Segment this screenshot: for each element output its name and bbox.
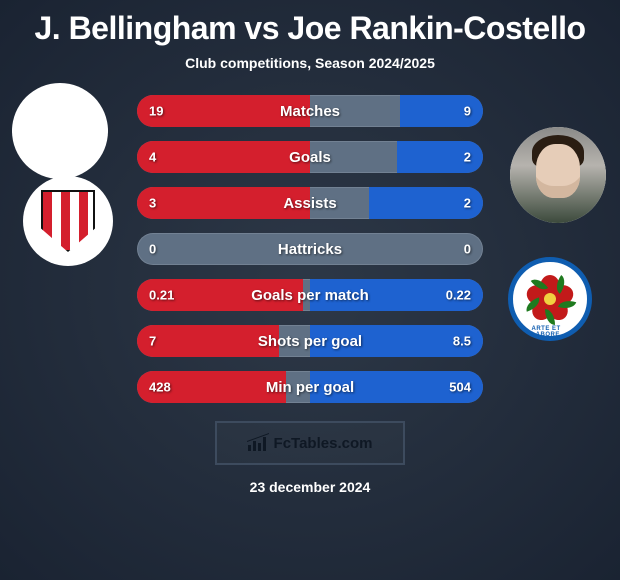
stat-label: Shots per goal [258, 333, 362, 350]
player-left-photo [12, 83, 108, 179]
stat-label: Min per goal [266, 379, 354, 396]
stat-row: 0.21 0.22 Goals per match [137, 279, 483, 311]
stat-value-right: 0 [464, 242, 471, 257]
stat-row: 428 504 Min per goal [137, 371, 483, 403]
page-title: J. Bellingham vs Joe Rankin-Costello [0, 0, 620, 47]
brand-badge[interactable]: FcTables.com [215, 421, 405, 465]
brand-text: FcTables.com [274, 435, 373, 452]
stat-row: 4 2 Goals [137, 141, 483, 173]
stat-value-left: 19 [149, 104, 163, 119]
stat-label: Hattricks [278, 241, 342, 258]
stat-value-right: 0.22 [446, 288, 471, 303]
stat-row: 3 2 Assists [137, 187, 483, 219]
stat-value-left: 3 [149, 196, 156, 211]
blackburn-crest-icon: ARTE ET LABORE [508, 257, 592, 341]
snapshot-date: 23 december 2024 [0, 479, 620, 495]
stat-row: 0 0 Hattricks [137, 233, 483, 265]
stat-label: Goals [289, 149, 331, 166]
stats-table: 19 9 Matches 4 2 Goals 3 2 Assists 0 0 Hattricks 0.2… [137, 95, 483, 403]
stat-value-right: 9 [464, 104, 471, 119]
stat-value-right: 2 [464, 150, 471, 165]
stat-row: 7 8.5 Shots per goal [137, 325, 483, 357]
sunderland-crest-icon [23, 176, 113, 266]
stat-value-right: 504 [449, 380, 471, 395]
stat-value-left: 0 [149, 242, 156, 257]
stat-bar-left [137, 141, 310, 173]
stat-label: Goals per match [251, 287, 369, 304]
club-right-crest: ARTE ET LABORE [502, 251, 598, 347]
stat-value-left: 428 [149, 380, 171, 395]
stat-value-right: 2 [464, 196, 471, 211]
stat-value-left: 4 [149, 150, 156, 165]
stat-value-right: 8.5 [453, 334, 471, 349]
comparison-panel: ARTE ET LABORE 19 9 Matches 4 2 Goals 3 2 Assist… [0, 95, 620, 495]
stat-label: Matches [280, 103, 340, 120]
stat-value-left: 0.21 [149, 288, 174, 303]
player-right-photo [510, 127, 606, 223]
photo-placeholder [510, 127, 606, 223]
stat-value-left: 7 [149, 334, 156, 349]
page-subtitle: Club competitions, Season 2024/2025 [0, 55, 620, 71]
stat-row: 19 9 Matches [137, 95, 483, 127]
brand-logo-icon [248, 435, 268, 451]
club-left-crest [20, 173, 116, 269]
stat-label: Assists [283, 195, 336, 212]
photo-placeholder [12, 111, 108, 151]
